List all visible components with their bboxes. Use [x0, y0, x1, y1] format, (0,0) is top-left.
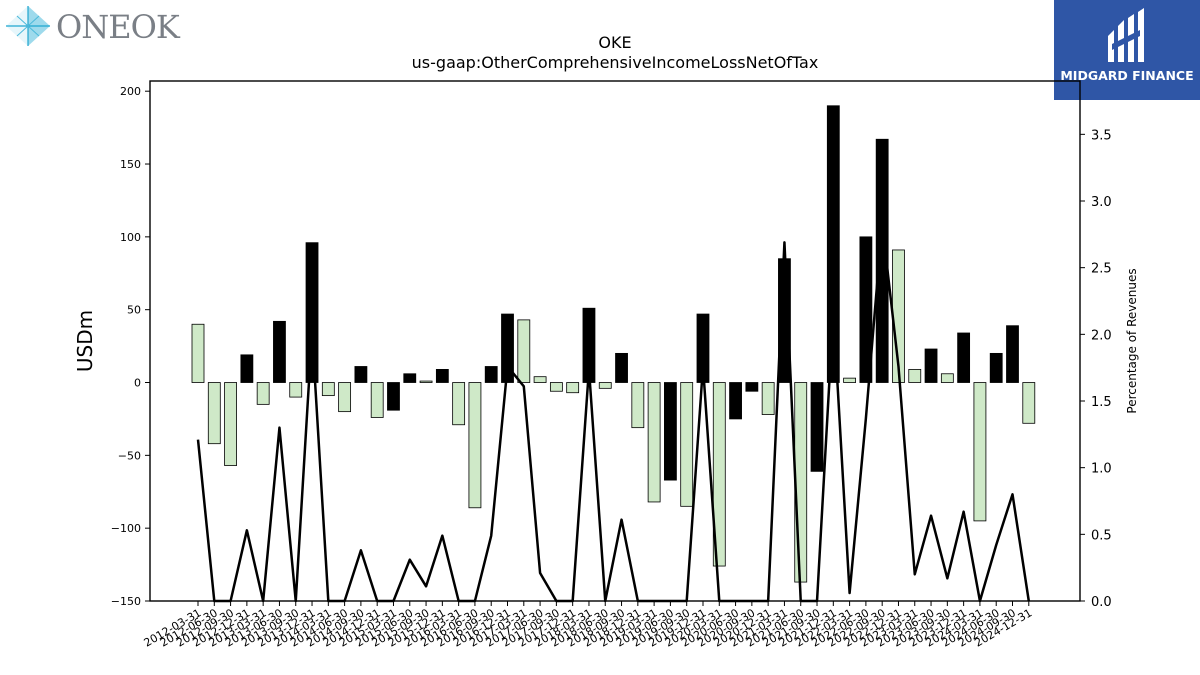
bar-2017-06-30 — [533, 376, 547, 383]
bar-2012-12-31 — [240, 354, 254, 383]
y2-tick-label: 1.5 — [1091, 395, 1112, 410]
bars-group — [191, 105, 1036, 583]
bar-2019-06-30 — [664, 382, 677, 481]
bar-2022-06-30 — [859, 236, 873, 383]
bar-2014-12-31 — [370, 382, 384, 418]
midgard-finance-logo: MIDGARD FINANCE — [1054, 0, 1200, 100]
bar-2016-03-31 — [452, 382, 466, 426]
y2-tick-label: 2.0 — [1091, 328, 1112, 343]
bar-2013-12-31 — [305, 242, 319, 383]
y-axis-label: USDm — [73, 310, 97, 372]
y2-tick-label: 2.5 — [1091, 262, 1112, 277]
bar-2017-09-30 — [549, 382, 563, 392]
bar-2020-03-31 — [712, 382, 726, 567]
midgard-brand-text: MIDGARD FINANCE — [1060, 68, 1194, 83]
bar-2024-09-30 — [1006, 325, 1019, 383]
y2-tick-label: 0.0 — [1091, 595, 1112, 610]
bar-2022-03-31 — [843, 377, 856, 383]
bar-2016-09-30 — [484, 366, 498, 383]
y-tick-label: 50 — [127, 304, 141, 317]
bar-2023-12-31 — [957, 332, 971, 383]
bar-2023-06-30 — [924, 348, 938, 383]
bar-2015-06-30 — [403, 373, 417, 383]
y-tick-label: 0 — [134, 377, 141, 390]
bar-2012-06-30 — [207, 382, 221, 445]
bar-2024-03-31 — [973, 382, 987, 522]
oneok-brand-text: ONEOK — [56, 8, 180, 46]
y2-tick-label: 3.5 — [1091, 128, 1112, 143]
bar-2016-12-31 — [501, 313, 514, 383]
bar-2018-09-30 — [615, 352, 628, 383]
bar-2022-09-30 — [875, 138, 889, 383]
bar-2024-12-31 — [1022, 382, 1036, 424]
bar-2024-06-30 — [989, 352, 1003, 383]
bar-2015-09-30 — [419, 380, 433, 383]
bar-2017-12-31 — [566, 382, 580, 394]
y-tick-label: 150 — [120, 158, 141, 171]
bar-2012-03-31 — [191, 323, 205, 383]
bar-2018-06-30 — [598, 382, 612, 389]
bar-2023-03-31 — [908, 368, 922, 383]
bar-2014-06-30 — [338, 382, 352, 413]
oneok-diamond-icon — [6, 6, 50, 46]
bar-2021-12-31 — [826, 105, 840, 383]
y2-axis-label: Percentage of Revenues — [1125, 268, 1139, 413]
bar-2013-03-31 — [256, 382, 270, 405]
bar-2019-03-31 — [647, 382, 661, 503]
bar-2014-09-30 — [354, 366, 368, 383]
y-tick-label: −100 — [111, 522, 141, 535]
bar-2018-12-31 — [631, 382, 645, 429]
bar-2020-12-31 — [761, 382, 775, 415]
bar-2020-09-30 — [745, 382, 759, 392]
y-tick-label: 200 — [120, 85, 141, 98]
bar-2012-09-30 — [224, 382, 237, 466]
bar-2023-09-30 — [940, 373, 954, 383]
bar-2017-03-31 — [517, 319, 531, 383]
bar-2020-06-30 — [729, 382, 742, 420]
y-tick-label: −50 — [118, 449, 141, 462]
oneok-logo: ONEOK — [4, 4, 180, 48]
axes-group — [149, 80, 1081, 602]
y2-tick-label: 0.5 — [1091, 528, 1112, 543]
y2-tick-label: 1.0 — [1091, 462, 1112, 477]
chart-title: OKE — [598, 33, 631, 52]
ticks-group: −150 −100 −50 0 50 100 150 200 0.0 0.5 1.0 1.5 2.0 2.… — [111, 85, 1112, 649]
chart-subtitle: us-gaap:OtherComprehensiveIncomeLossNetO… — [412, 53, 819, 72]
bar-2016-06-30 — [468, 382, 482, 509]
bar-2021-09-30 — [810, 382, 824, 472]
bar-2013-06-30 — [273, 320, 286, 383]
plot-frame — [149, 80, 1081, 602]
bar-2015-03-31 — [387, 382, 400, 411]
bar-2014-03-31 — [321, 382, 335, 397]
midgard-mark-icon — [1108, 8, 1144, 62]
bar-2013-09-30 — [289, 382, 303, 398]
bar-2015-12-31 — [435, 368, 449, 383]
y-tick-label: −150 — [111, 595, 141, 608]
bar-2019-09-30 — [680, 382, 694, 507]
y2-tick-label: 3.0 — [1091, 195, 1112, 210]
y-tick-label: 100 — [120, 231, 141, 244]
